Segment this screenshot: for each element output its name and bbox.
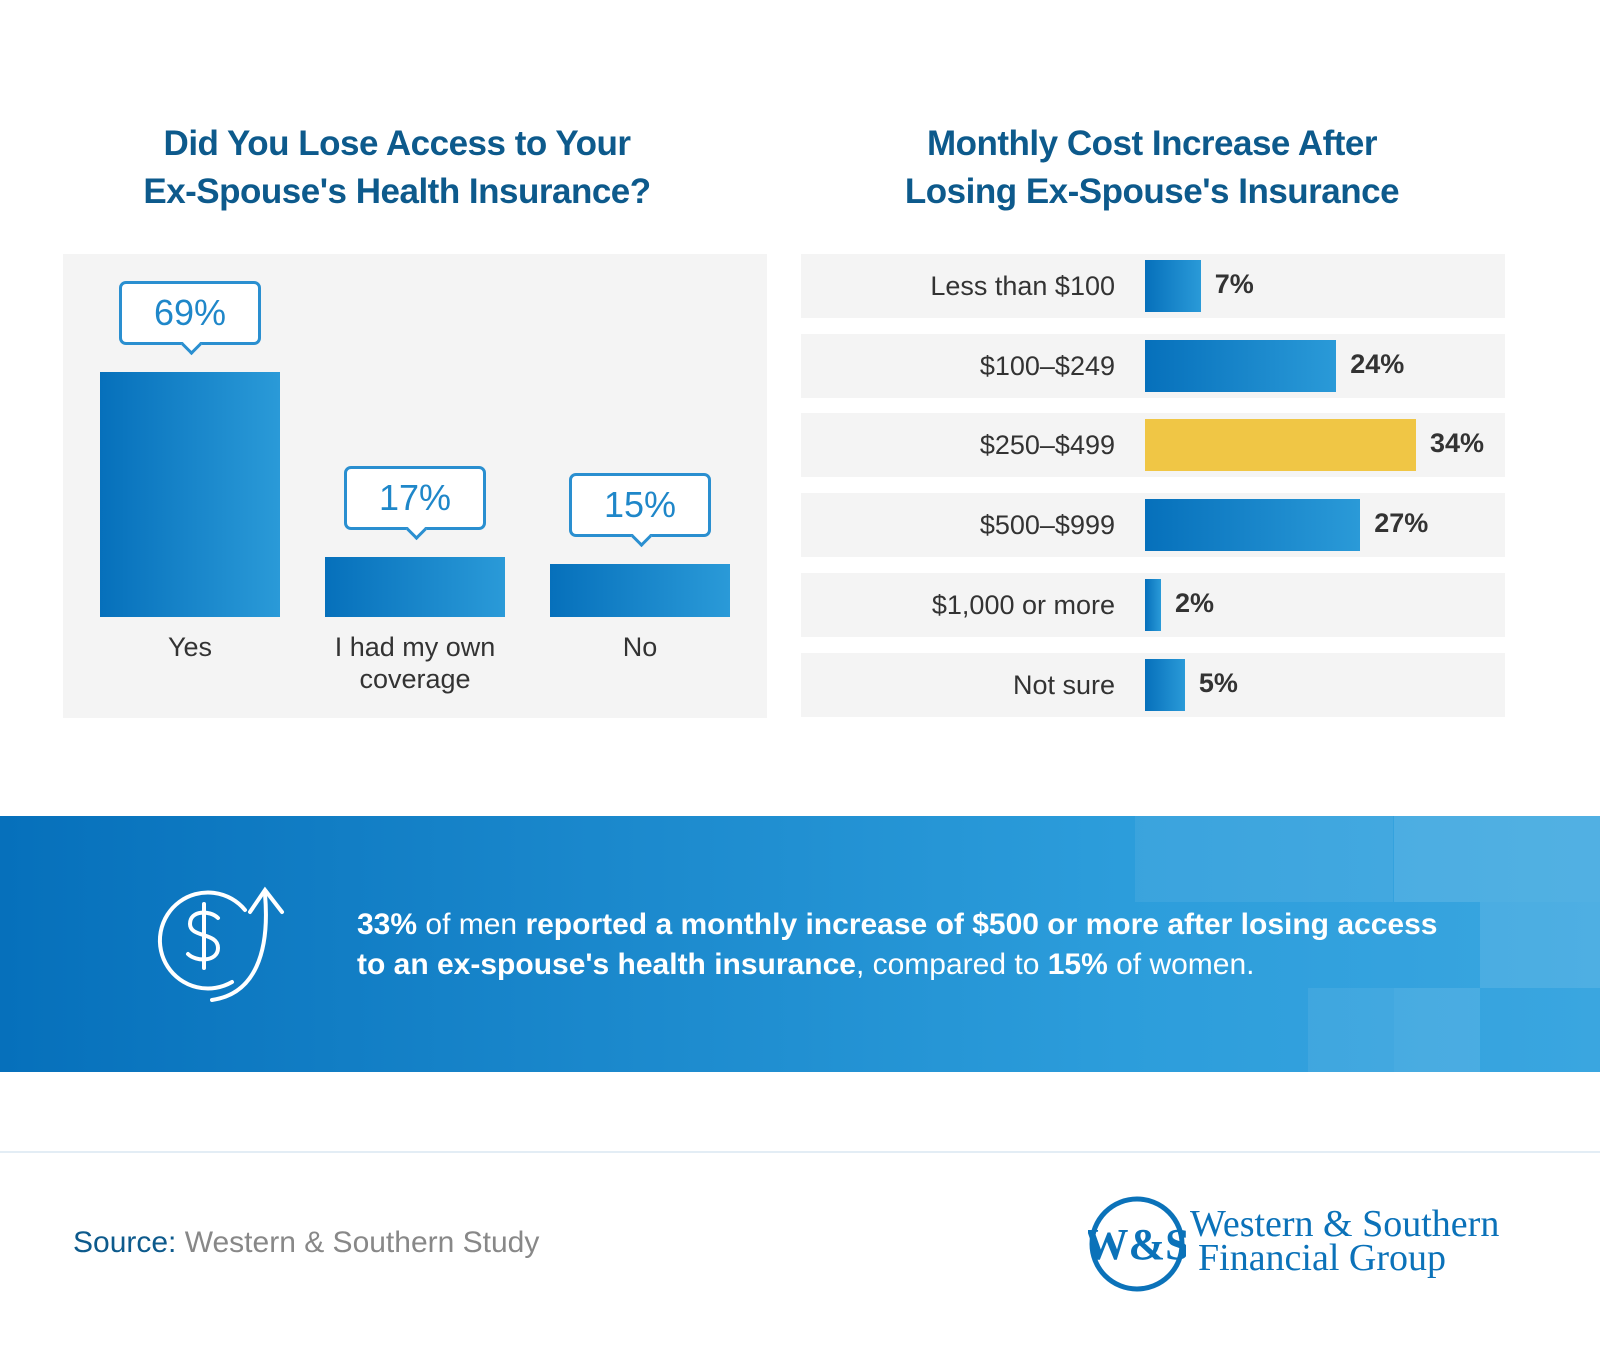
category-label: $100–$249: [979, 351, 1115, 381]
category-label: $500–$999: [979, 510, 1115, 540]
ws-logo-icon: W&S: [1088, 1196, 1186, 1292]
category-label: $1,000 or more: [931, 590, 1115, 620]
callout-text-part: 15%: [1047, 948, 1108, 981]
bar-row: Not sure 5%: [801, 653, 1505, 717]
decor-square: [1135, 816, 1221, 902]
data-label: 7%: [1214, 269, 1254, 299]
data-label: 34%: [1429, 428, 1485, 458]
decor-square: [1308, 988, 1394, 1072]
divider: [0, 1151, 1600, 1153]
data-label: 69%: [119, 281, 261, 346]
bar-row: $100–$249 24%: [801, 334, 1505, 398]
dollar-up-arrow-icon: [158, 886, 284, 1002]
category-label: Less than $100: [930, 271, 1115, 301]
callout-text-part: 33%: [357, 908, 418, 941]
bar-4: [1145, 579, 1161, 631]
category-label: I had my own coverage: [334, 632, 496, 694]
decor-square: [1480, 902, 1600, 988]
source-label: Source:: [73, 1226, 177, 1259]
bar-2: [550, 563, 730, 617]
source-note: Source: Western & Southern Study: [73, 1226, 539, 1260]
bar-3: [1145, 499, 1361, 551]
right-chart-title: Monthly Cost Increase After Losing Ex-Spo…: [802, 120, 1502, 216]
decor-square: [1394, 816, 1600, 902]
callout-text-part: of men: [417, 908, 526, 941]
title-line: Monthly Cost Increase After: [926, 124, 1378, 163]
source-text: Western & Southern Study: [176, 1226, 540, 1259]
bar-row: $250–$499 34%: [801, 413, 1505, 477]
title-line: Did You Lose Access to Your: [163, 124, 631, 163]
data-label: 5%: [1198, 668, 1238, 698]
category-label: No: [622, 632, 658, 662]
data-label: 17%: [344, 465, 486, 530]
logo-wordmark: Western & Southern Financial Group: [1190, 1203, 1500, 1279]
callout-banner: [0, 816, 1600, 1072]
bar-row: $1,000 or more 2%: [801, 573, 1505, 637]
decor-square: [1394, 988, 1480, 1072]
bar-2: [1145, 419, 1416, 471]
category-label: $250–$499: [979, 430, 1115, 460]
data-label: 15%: [569, 472, 711, 537]
left-chart-title: Did You Lose Access to Your Ex-Spouse's H…: [47, 120, 747, 216]
title-line: Losing Ex-Spouse's Insurance: [904, 172, 1400, 211]
category-label: Not sure: [1012, 670, 1115, 700]
callout-text-part: reported a monthly increase of $500 or m…: [357, 908, 1438, 981]
logo-line2: Financial Group: [1198, 1237, 1447, 1279]
bar-5: [1145, 659, 1185, 711]
bar-0: [1145, 260, 1201, 312]
category-label: Yes: [167, 632, 213, 662]
data-label: 24%: [1350, 349, 1405, 379]
callout-text-part: , compared to: [855, 948, 1048, 981]
left-chart-panel: 69% Yes 17% I had my own coverage 15% No: [63, 254, 767, 718]
bar-row: Less than $100 7%: [801, 254, 1505, 318]
bar-row: $500–$999 27%: [801, 493, 1505, 557]
title-line: Ex-Spouse's Health Insurance?: [143, 172, 651, 211]
callout-text-part: of women.: [1107, 948, 1255, 981]
logo-mark: W&S: [1088, 1220, 1186, 1269]
callout-text: 33% of men reported a monthly increase o…: [357, 905, 1457, 985]
logo-line1: Western & Southern: [1190, 1203, 1500, 1245]
bar-1: [1145, 340, 1337, 392]
decor-square: [1221, 816, 1393, 902]
bar-1: [325, 556, 505, 617]
data-label: 2%: [1174, 588, 1214, 618]
bar-0: [100, 372, 280, 617]
data-label: 27%: [1374, 508, 1429, 538]
